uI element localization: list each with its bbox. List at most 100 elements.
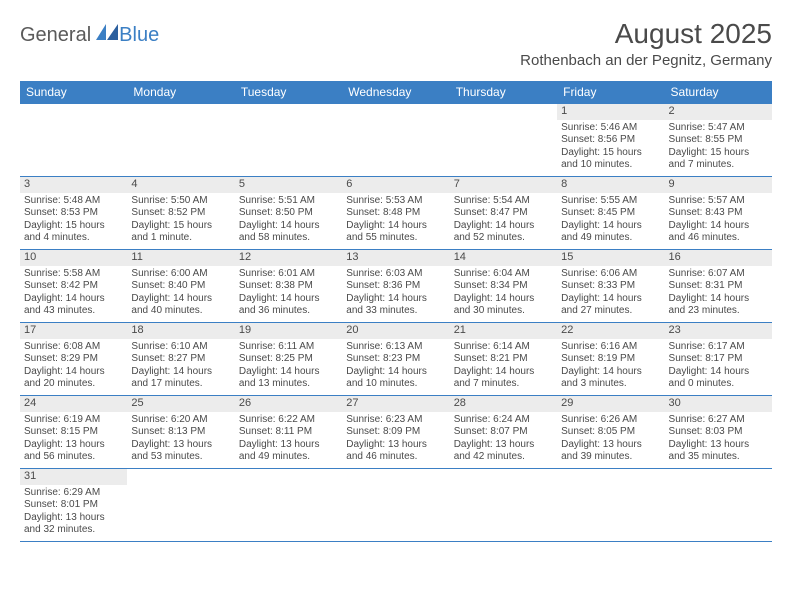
sunrise-line: Sunrise: 5:54 AM <box>454 195 553 208</box>
calendar-row: 31Sunrise: 6:29 AMSunset: 8:01 PMDayligh… <box>20 469 772 542</box>
calendar-day-cell: 9Sunrise: 5:57 AMSunset: 8:43 PMDaylight… <box>665 177 772 249</box>
day-number: 7 <box>450 177 557 193</box>
day-number: 26 <box>235 396 342 412</box>
daylight-line: Daylight: 13 hours and 46 minutes. <box>346 439 445 464</box>
sunrise-line: Sunrise: 6:27 AM <box>669 414 768 427</box>
calendar-day-cell: 30Sunrise: 6:27 AMSunset: 8:03 PMDayligh… <box>665 396 772 468</box>
calendar-row: 1 Sunrise: 5:46 AMSunset: 8:56 PM Daylight… <box>20 104 772 177</box>
calendar-empty-cell <box>127 104 234 176</box>
sunset-line: Sunset: 8:31 PM <box>669 280 768 293</box>
calendar-empty-cell <box>450 469 557 541</box>
weekday-header: Thursday <box>450 81 557 104</box>
sunset-line: Sunset: 8:36 PM <box>346 280 445 293</box>
day-number: 19 <box>235 323 342 339</box>
logo-text-blue: Blue <box>119 24 159 47</box>
daylight-line: Daylight: 14 hours and 7 minutes. <box>454 366 553 391</box>
day-number: 1 <box>557 104 664 120</box>
sunrise-line: Sunrise: 5:55 AM <box>561 195 660 208</box>
day-number: 16 <box>665 250 772 266</box>
sunset-line: Sunset: 8:33 PM <box>561 280 660 293</box>
daylight-line: Daylight: 14 hours and 40 minutes. <box>131 293 230 318</box>
weekday-header: Tuesday <box>235 81 342 104</box>
calendar-day-cell: 29 Sunrise: 6:26 AMSunset: 8:05 PMDayligh… <box>557 396 664 468</box>
sunset-line: Sunset: 8:56 PM <box>561 134 660 147</box>
daylight-line: Daylight: 14 hours and 46 minutes. <box>669 220 768 245</box>
calendar-day-cell: 20Sunrise: 6:13 AMSunset: 8:23 PMDayligh… <box>342 323 449 395</box>
sunset-line: Sunset: 8:38 PM <box>239 280 338 293</box>
day-number: 5 <box>235 177 342 193</box>
sunrise-line: Sunrise: 6:26 AM <box>561 414 660 427</box>
sunrise-line: Sunrise: 6:16 AM <box>561 341 660 354</box>
daylight-line: Daylight: 14 hours and 3 minutes. <box>561 366 660 391</box>
sunset-line: Sunset: 8:15 PM <box>24 426 123 439</box>
logo-text-general: General <box>20 24 91 47</box>
calendar-day-cell: 15Sunrise: 6:06 AMSunset: 8:33 PMDayligh… <box>557 250 664 322</box>
calendar-day-cell: 17Sunrise: 6:08 AMSunset: 8:29 PMDayligh… <box>20 323 127 395</box>
daylight-line: Daylight: 13 hours and 42 minutes. <box>454 439 553 464</box>
calendar-day-cell: 11Sunrise: 6:00 AMSunset: 8:40 PMDayligh… <box>127 250 234 322</box>
weekday-header: Monday <box>127 81 234 104</box>
sunset-line: Sunset: 8:25 PM <box>239 353 338 366</box>
flag-icon <box>96 24 118 45</box>
calendar-day-cell: 10Sunrise: 5:58 AMSunset: 8:42 PMDayligh… <box>20 250 127 322</box>
sunrise-line: Sunrise: 5:51 AM <box>239 195 338 208</box>
sunrise-line: Sunrise: 5:46 AM <box>561 122 660 135</box>
day-number: 18 <box>127 323 234 339</box>
day-number: 15 <box>557 250 664 266</box>
calendar-day-cell: 8Sunrise: 5:55 AMSunset: 8:45 PMDaylight… <box>557 177 664 249</box>
sunset-line: Sunset: 8:47 PM <box>454 207 553 220</box>
day-number: 30 <box>665 396 772 412</box>
calendar-day-cell: 18Sunrise: 6:10 AMSunset: 8:27 PMDayligh… <box>127 323 234 395</box>
sunrise-line: Sunrise: 5:57 AM <box>669 195 768 208</box>
sunset-line: Sunset: 8:55 PM <box>669 134 768 147</box>
day-number: 13 <box>342 250 449 266</box>
calendar-empty-cell <box>235 469 342 541</box>
calendar-empty-cell <box>342 104 449 176</box>
daylight-line: Daylight: 14 hours and 0 minutes. <box>669 366 768 391</box>
daylight-line: Daylight: 13 hours and 35 minutes. <box>669 439 768 464</box>
calendar-day-cell: 25Sunrise: 6:20 AMSunset: 8:13 PMDayligh… <box>127 396 234 468</box>
day-number: 3 <box>20 177 127 193</box>
calendar-page: General Blue August 2025 Rothenbach an d… <box>0 0 792 552</box>
sunrise-line: Sunrise: 6:04 AM <box>454 268 553 281</box>
sunrise-line: Sunrise: 6:20 AM <box>131 414 230 427</box>
calendar-row: 17Sunrise: 6:08 AMSunset: 8:29 PMDayligh… <box>20 323 772 396</box>
daylight-line: Daylight: 13 hours and 39 minutes. <box>561 439 660 464</box>
calendar-day-cell: 4Sunrise: 5:50 AMSunset: 8:52 PMDaylight… <box>127 177 234 249</box>
day-number: 25 <box>127 396 234 412</box>
sunset-line: Sunset: 8:19 PM <box>561 353 660 366</box>
day-number: 14 <box>450 250 557 266</box>
sunrise-line: Sunrise: 6:17 AM <box>669 341 768 354</box>
daylight-line: Daylight: 15 hours and 1 minute. <box>131 220 230 245</box>
daylight-line: Daylight: 13 hours and 56 minutes. <box>24 439 123 464</box>
sunrise-line: Sunrise: 5:48 AM <box>24 195 123 208</box>
calendar-empty-cell <box>235 104 342 176</box>
daylight-line: Daylight: 15 hours and 7 minutes. <box>669 147 768 172</box>
sunrise-line: Sunrise: 6:11 AM <box>239 341 338 354</box>
day-number: 29 <box>557 396 664 412</box>
daylight-line: Daylight: 14 hours and 33 minutes. <box>346 293 445 318</box>
calendar-empty-cell <box>557 469 664 541</box>
sunset-line: Sunset: 8:07 PM <box>454 426 553 439</box>
sunset-line: Sunset: 8:17 PM <box>669 353 768 366</box>
calendar-day-cell: 28Sunrise: 6:24 AMSunset: 8:07 PMDayligh… <box>450 396 557 468</box>
daylight-line: Daylight: 14 hours and 17 minutes. <box>131 366 230 391</box>
daylight-line: Daylight: 14 hours and 13 minutes. <box>239 366 338 391</box>
title-block: August 2025 Rothenbach an der Pegnitz, G… <box>520 18 772 69</box>
sunrise-line: Sunrise: 5:47 AM <box>669 122 768 135</box>
day-number: 10 <box>20 250 127 266</box>
weekday-header: Sunday <box>20 81 127 104</box>
calendar-day-cell: 2Sunrise: 5:47 AMSunset: 8:55 PMDaylight… <box>665 104 772 176</box>
calendar-day-cell: 1Sunrise: 5:46 AMSunset: 8:56 PMDaylight… <box>557 104 664 176</box>
location: Rothenbach an der Pegnitz, Germany <box>520 52 772 69</box>
daylight-line: Daylight: 14 hours and 49 minutes. <box>561 220 660 245</box>
daylight-line: Daylight: 13 hours and 53 minutes. <box>131 439 230 464</box>
calendar-row: 3Sunrise: 5:48 AMSunset: 8:53 PMDaylight… <box>20 177 772 250</box>
daylight-line: Daylight: 14 hours and 36 minutes. <box>239 293 338 318</box>
sunset-line: Sunset: 8:05 PM <box>561 426 660 439</box>
sunset-line: Sunset: 8:21 PM <box>454 353 553 366</box>
calendar-empty-cell <box>342 469 449 541</box>
day-number: 23 <box>665 323 772 339</box>
calendar-body: 1 Sunrise: 5:46 AMSunset: 8:56 PM Daylight… <box>20 104 772 542</box>
sunrise-line: Sunrise: 6:29 AM <box>24 487 123 500</box>
